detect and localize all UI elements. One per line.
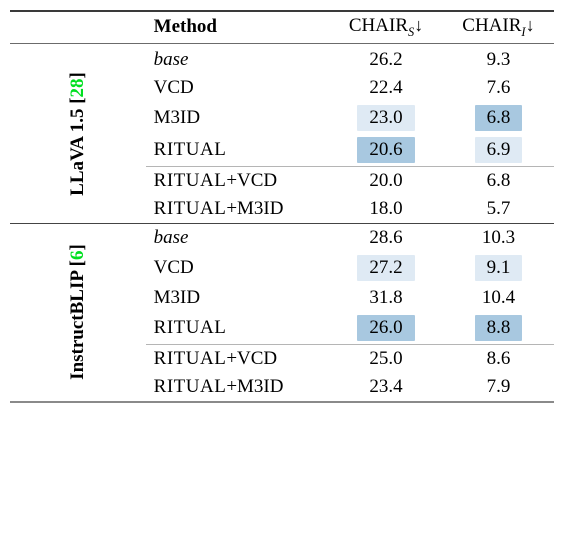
method-cell: VCD [146,74,330,102]
chair-s-cell: 27.2 [329,252,443,284]
chair-s-cell: 20.0 [329,166,443,195]
chair-i-cell: 10.4 [443,284,554,312]
method-cell: RITUAL+M3ID [146,373,330,402]
table-row: InstructBLIP [6]base28.610.3 [10,224,554,252]
chair-i-cell: 6.8 [443,102,554,134]
chair-i-cell: 8.8 [443,312,554,345]
chair-s-cell: 26.2 [329,46,443,74]
chair-s-cell: 20.6 [329,134,443,167]
chair-i-cell: 10.3 [443,224,554,252]
header-method: Method [146,11,330,43]
header-chair-i: CHAIRI↓ [443,11,554,43]
group-label: InstructBLIP [6] [67,244,89,380]
chair-s-cell: 25.0 [329,344,443,373]
chair-i-cell: 9.3 [443,46,554,74]
method-cell: M3ID [146,102,330,134]
header-chair-s: CHAIRS↓ [329,11,443,43]
method-cell: RITUAL [146,312,330,345]
chair-s-cell: 23.4 [329,373,443,402]
chair-i-cell: 9.1 [443,252,554,284]
chair-s-cell: 26.0 [329,312,443,345]
chair-s-cell: 22.4 [329,74,443,102]
method-cell: VCD [146,252,330,284]
chair-s-cell: 31.8 [329,284,443,312]
chair-i-cell: 7.6 [443,74,554,102]
group-divider [10,402,554,403]
chair-i-cell: 5.7 [443,195,554,224]
chair-s-cell: 18.0 [329,195,443,224]
method-cell: base [146,224,330,252]
table-row: LLaVA 1.5 [28]base26.29.3 [10,46,554,74]
method-cell: RITUAL+M3ID [146,195,330,224]
method-cell: M3ID [146,284,330,312]
chair-i-cell: 6.8 [443,166,554,195]
header-row: Method CHAIRS↓ CHAIRI↓ [10,11,554,43]
method-cell: RITUAL [146,134,330,167]
chair-s-cell: 23.0 [329,102,443,134]
method-cell: RITUAL+VCD [146,344,330,373]
chair-s-cell: 28.6 [329,224,443,252]
chair-i-cell: 7.9 [443,373,554,402]
method-cell: base [146,46,330,74]
group-label: LLaVA 1.5 [28] [67,72,89,196]
results-table: Method CHAIRS↓ CHAIRI↓ LLaVA 1.5 [28]bas… [10,10,554,403]
chair-i-cell: 8.6 [443,344,554,373]
chair-i-cell: 6.9 [443,134,554,167]
method-cell: RITUAL+VCD [146,166,330,195]
